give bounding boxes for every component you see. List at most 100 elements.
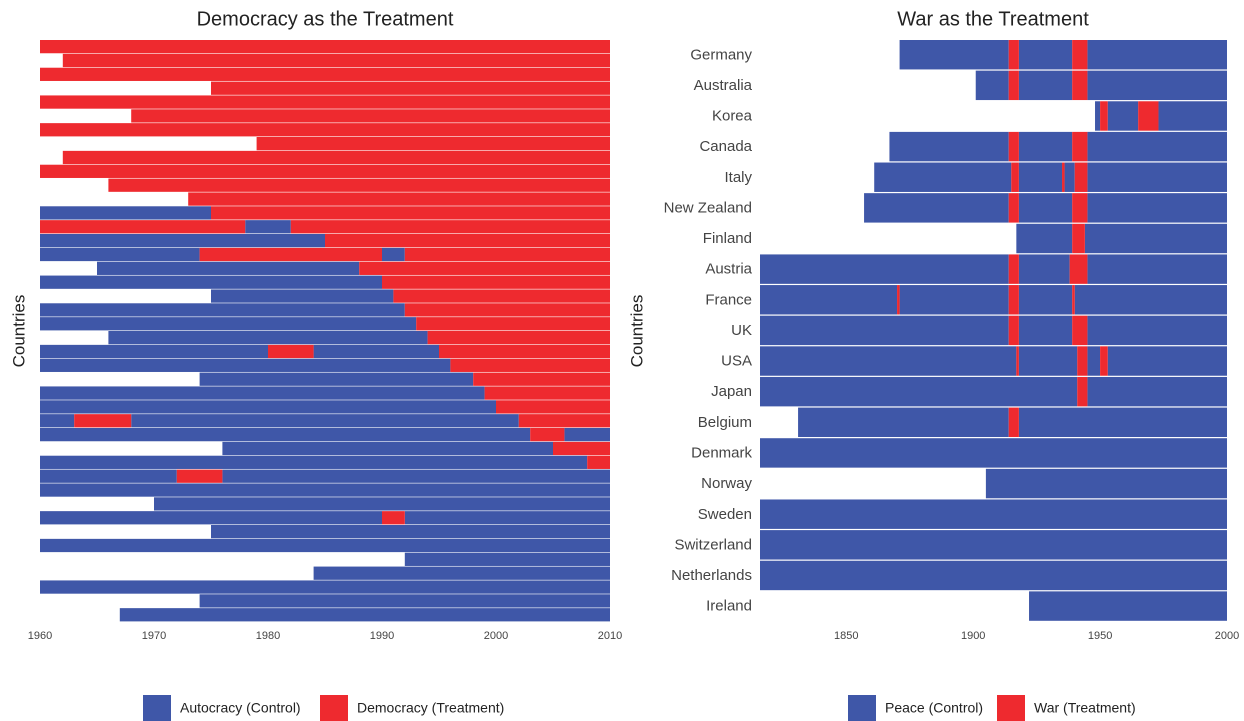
cell-span [1077,376,1088,407]
cell-span [1008,40,1019,70]
cell-span [211,289,394,303]
cell-span [427,331,610,345]
cell-span [222,469,610,483]
cell-span [40,455,588,469]
y-tick-label: Netherlands [671,567,752,584]
cell-span [1100,101,1108,131]
cell-span [393,289,610,303]
cell-span [1072,315,1088,346]
cell-span [131,414,519,428]
cell-span [404,303,610,317]
cell-span [1011,162,1019,192]
cell-span [40,95,610,109]
cell-span [760,560,1227,591]
cell-span [1072,40,1088,70]
cell-span [1018,407,1227,438]
cell-span [473,372,610,386]
y-tick-label: New Zealand [664,199,752,216]
cell-span [404,511,610,525]
cell-span [1018,315,1073,346]
cell-span [359,261,610,275]
y-tick-label: Ireland [706,598,752,615]
cell-span [1087,346,1101,376]
cell-span [760,254,1009,284]
cell-span [1018,131,1073,162]
cell-span [496,400,610,414]
cell-span [450,358,610,372]
cell-span [62,53,611,68]
cell-span [40,580,610,594]
cell-span [40,344,268,359]
cell-span [40,206,211,220]
cell-span [245,220,291,234]
cell-span [1084,223,1227,254]
cell-span [1087,315,1227,346]
cell-span [760,376,1078,407]
cell-span [1087,40,1227,70]
cell-span [899,285,1009,315]
cell-span [40,220,246,234]
cell-span [1016,223,1073,254]
cell-span [40,247,200,262]
x-tick-label: 1850 [834,630,858,642]
y-tick-label: Italy [724,169,752,186]
cell-span [1018,193,1073,223]
cell-span [176,469,223,483]
cell-span [40,538,610,553]
cell-span [40,483,610,497]
cell-span [1087,131,1227,162]
cell-span [222,441,553,456]
cell-span [325,234,610,248]
x-tick-label: 2000 [484,630,508,642]
cell-span [1072,131,1088,162]
cell-span [760,438,1227,468]
cell-span [40,414,75,428]
cell-span [439,344,610,359]
y-tick-label: Switzerland [674,536,752,553]
cell-span [211,206,610,220]
y-tick-label: Denmark [691,444,752,461]
cell-span [587,455,610,469]
x-tick-label: 2010 [598,630,622,642]
cell-span [382,275,610,289]
cell-span [211,525,610,539]
cell-span [1100,346,1108,376]
cell-span [131,109,610,123]
cell-span [1077,346,1088,376]
cell-span [1018,254,1070,284]
cell-span [188,192,610,206]
cell-span [313,566,610,580]
cell-span [1018,285,1073,315]
cell-span [1064,162,1075,192]
cell-span [40,164,610,178]
cell-span [889,131,1009,162]
cell-span [40,386,485,400]
cell-span [1072,70,1088,101]
cell-span [74,414,132,428]
cell-span [40,40,610,54]
chart-title: War as the Treatment [897,8,1089,30]
y-tick-label: Japan [711,383,752,400]
cell-span [1062,162,1065,192]
y-tick-label: Australia [694,77,753,94]
cell-span [798,407,1009,438]
cell-span [1074,162,1088,192]
cell-span [404,247,610,262]
cell-span [1069,254,1088,284]
cell-span [1072,223,1085,254]
cell-span [1016,346,1019,376]
cell-span [518,414,610,428]
cell-span [564,428,610,442]
cell-span [760,346,1017,376]
x-tick-label: 1980 [256,630,280,642]
cell-span [40,67,610,81]
cell-span [874,162,1012,192]
legend-label: Autocracy (Control) [180,700,301,716]
cell-span [40,358,451,372]
cell-span [119,608,611,622]
cell-span [154,497,610,511]
cell-span [1074,285,1227,315]
cell-span [1158,101,1227,131]
cell-span [199,372,474,386]
